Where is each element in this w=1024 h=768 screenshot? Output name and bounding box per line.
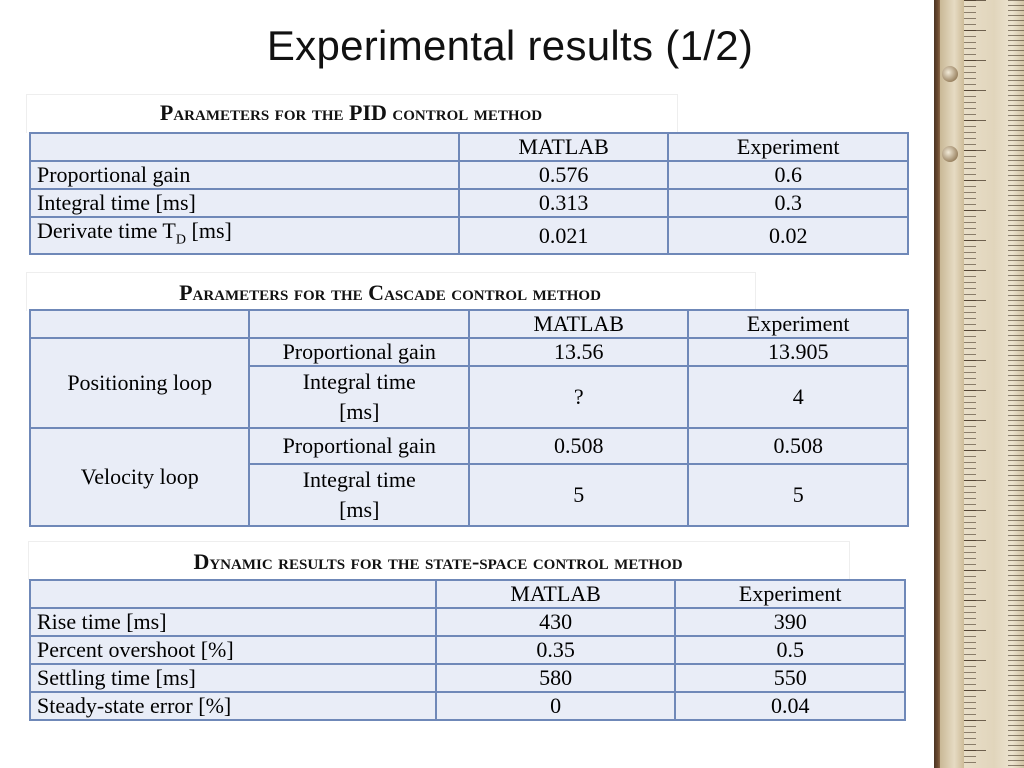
experiment-value: 0.6 <box>667 160 909 190</box>
table-row: Velocity loop Proportional gain 0.508 0.… <box>28 427 909 527</box>
param-label: Proportional gain <box>248 427 471 465</box>
row-label: Proportional gain <box>29 160 460 190</box>
header-cell <box>29 579 437 609</box>
table-row: Proportional gain 0.576 0.6 <box>29 160 909 190</box>
pid-table: MATLAB Experiment Proportional gain 0.57… <box>29 132 909 256</box>
experiment-value: 13.905 <box>687 337 909 367</box>
table-row: Settling time [ms] 580 550 <box>29 663 906 693</box>
state-table-caption: Dynamic results for the state-space cont… <box>193 549 683 574</box>
cascade-caption-box <box>26 272 756 311</box>
cascade-table-caption: Parameters for the Cascade control metho… <box>179 280 601 305</box>
group-label: Velocity loop <box>28 427 251 527</box>
param-label: Integral time [ms] <box>248 365 471 429</box>
experiment-value: 550 <box>674 663 906 693</box>
header-cell: Experiment <box>687 309 909 339</box>
experiment-value: 390 <box>674 607 906 637</box>
header-cell: Experiment <box>674 579 906 609</box>
header-cell <box>248 309 471 339</box>
table-row: Integral time [ms] ? 4 <box>30 365 909 429</box>
experiment-value: 0.04 <box>674 691 906 721</box>
matlab-value: 0.35 <box>434 635 677 665</box>
row-label: Integral time [ms] <box>29 188 460 218</box>
header-cell: Experiment <box>667 132 909 162</box>
matlab-value: 5 <box>468 463 690 527</box>
label-main: Derivate time T <box>37 218 176 243</box>
label-subscript: D <box>175 232 186 248</box>
matlab-value: 430 <box>434 607 677 637</box>
header-cell <box>28 309 251 339</box>
state-table: MATLAB Experiment Rise time [ms] 430 390… <box>29 579 906 721</box>
experiment-value: 4 <box>687 365 909 429</box>
experiment-value: 5 <box>687 463 909 527</box>
param-line: [ms] <box>339 399 380 424</box>
matlab-value: 0 <box>434 691 677 721</box>
ruler-fine-ticks <box>1008 0 1024 768</box>
pid-caption-box <box>26 94 678 133</box>
table-row: Rise time [ms] 430 390 <box>29 607 906 637</box>
label-tail: [ms] <box>186 218 232 243</box>
table-header-row: MATLAB Experiment <box>28 309 909 339</box>
row-label: Derivate time TD [ms] <box>29 215 460 256</box>
ruler-image <box>934 0 1024 768</box>
ruler-edge <box>940 0 964 768</box>
row-label: Steady-state error [%] <box>29 691 437 721</box>
experiment-value: 0.5 <box>674 635 906 665</box>
group-label: Positioning loop <box>28 337 251 429</box>
matlab-value: ? <box>468 365 690 429</box>
param-label: Integral time [ms] <box>248 463 471 527</box>
row-label: Settling time [ms] <box>29 663 437 693</box>
slide-title: Experimental results (1/2) <box>266 22 754 69</box>
matlab-value: 0.508 <box>468 427 690 465</box>
param-line: Integral time <box>302 369 416 394</box>
table-row: Derivate time TD [ms] 0.021 0.02 <box>29 215 909 256</box>
header-cell <box>29 132 460 162</box>
matlab-value: 13.56 <box>468 337 690 367</box>
state-caption-box <box>28 541 850 580</box>
header-cell: MATLAB <box>457 132 670 162</box>
ruler-screw-icon <box>942 146 958 162</box>
param-line: Integral time <box>302 467 416 492</box>
table-row: Steady-state error [%] 0 0.04 <box>29 691 906 721</box>
param-label: Proportional gain <box>248 337 471 367</box>
matlab-value: 0.313 <box>457 188 670 218</box>
table-row: Percent overshoot [%] 0.35 0.5 <box>29 635 906 665</box>
pid-table-caption: Parameters for the PID control method <box>159 100 543 125</box>
header-cell: MATLAB <box>468 309 690 339</box>
cascade-table: MATLAB Experiment Positioning loop Propo… <box>28 309 909 527</box>
table-header-row: MATLAB Experiment <box>29 579 906 609</box>
header-cell: MATLAB <box>434 579 677 609</box>
param-line: [ms] <box>339 497 380 522</box>
table-row: Positioning loop Proportional gain 13.56… <box>28 337 909 429</box>
table-row: Integral time [ms] 5 5 <box>30 463 909 527</box>
matlab-value: 0.021 <box>457 215 670 256</box>
row-label: Rise time [ms] <box>29 607 437 637</box>
matlab-value: 0.576 <box>457 160 670 190</box>
ruler-screw-icon <box>942 66 958 82</box>
experiment-value: 0.508 <box>687 427 909 465</box>
row-label: Percent overshoot [%] <box>29 635 437 665</box>
experiment-value: 0.02 <box>667 215 909 256</box>
table-row: Integral time [ms] 0.313 0.3 <box>29 188 909 218</box>
matlab-value: 580 <box>434 663 677 693</box>
experiment-value: 0.3 <box>667 188 909 218</box>
table-header-row: MATLAB Experiment <box>29 132 909 162</box>
